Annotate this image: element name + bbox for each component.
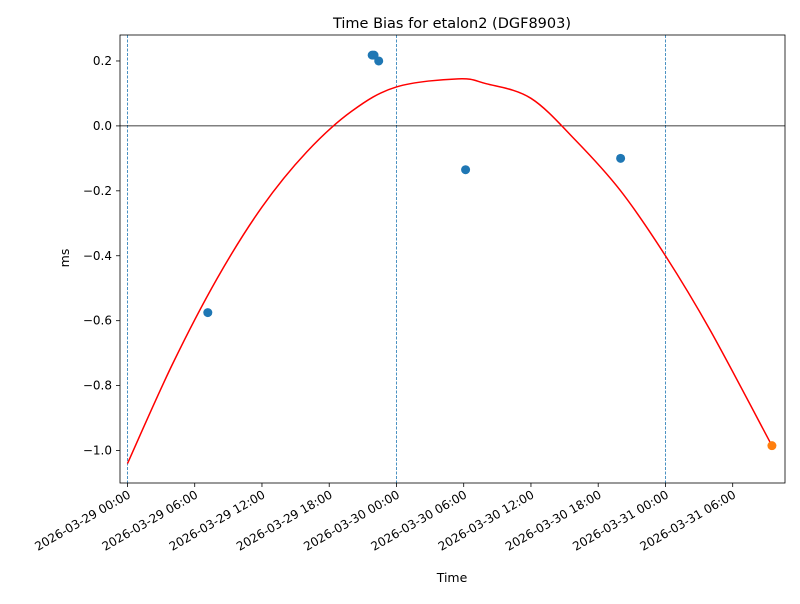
x-axis-label: Time [436,570,468,585]
data-point-0-4 [461,165,471,175]
plot-background [120,35,785,483]
y-tick-label-6: −1.0 [83,444,112,458]
fit-curve-line [126,77,773,464]
y-tick-label-0: 0.2 [93,54,112,68]
data-point-0-0 [203,308,213,318]
chart-title: Time Bias for etalon2 (DGF8903) [332,16,571,32]
y-tick-label-2: −0.2 [83,184,112,198]
data-point-1-0 [767,441,777,451]
data-point-0-3 [374,56,384,66]
y-tick-label-5: −0.8 [83,379,112,393]
y-tick-label-3: −0.4 [83,249,112,263]
plot-frame [119,34,786,484]
y-axis-label: ms [57,249,72,268]
y-tick-label-1: 0.0 [93,119,112,133]
data-point-0-5 [616,153,626,163]
y-tick-label-4: −0.6 [83,314,112,328]
